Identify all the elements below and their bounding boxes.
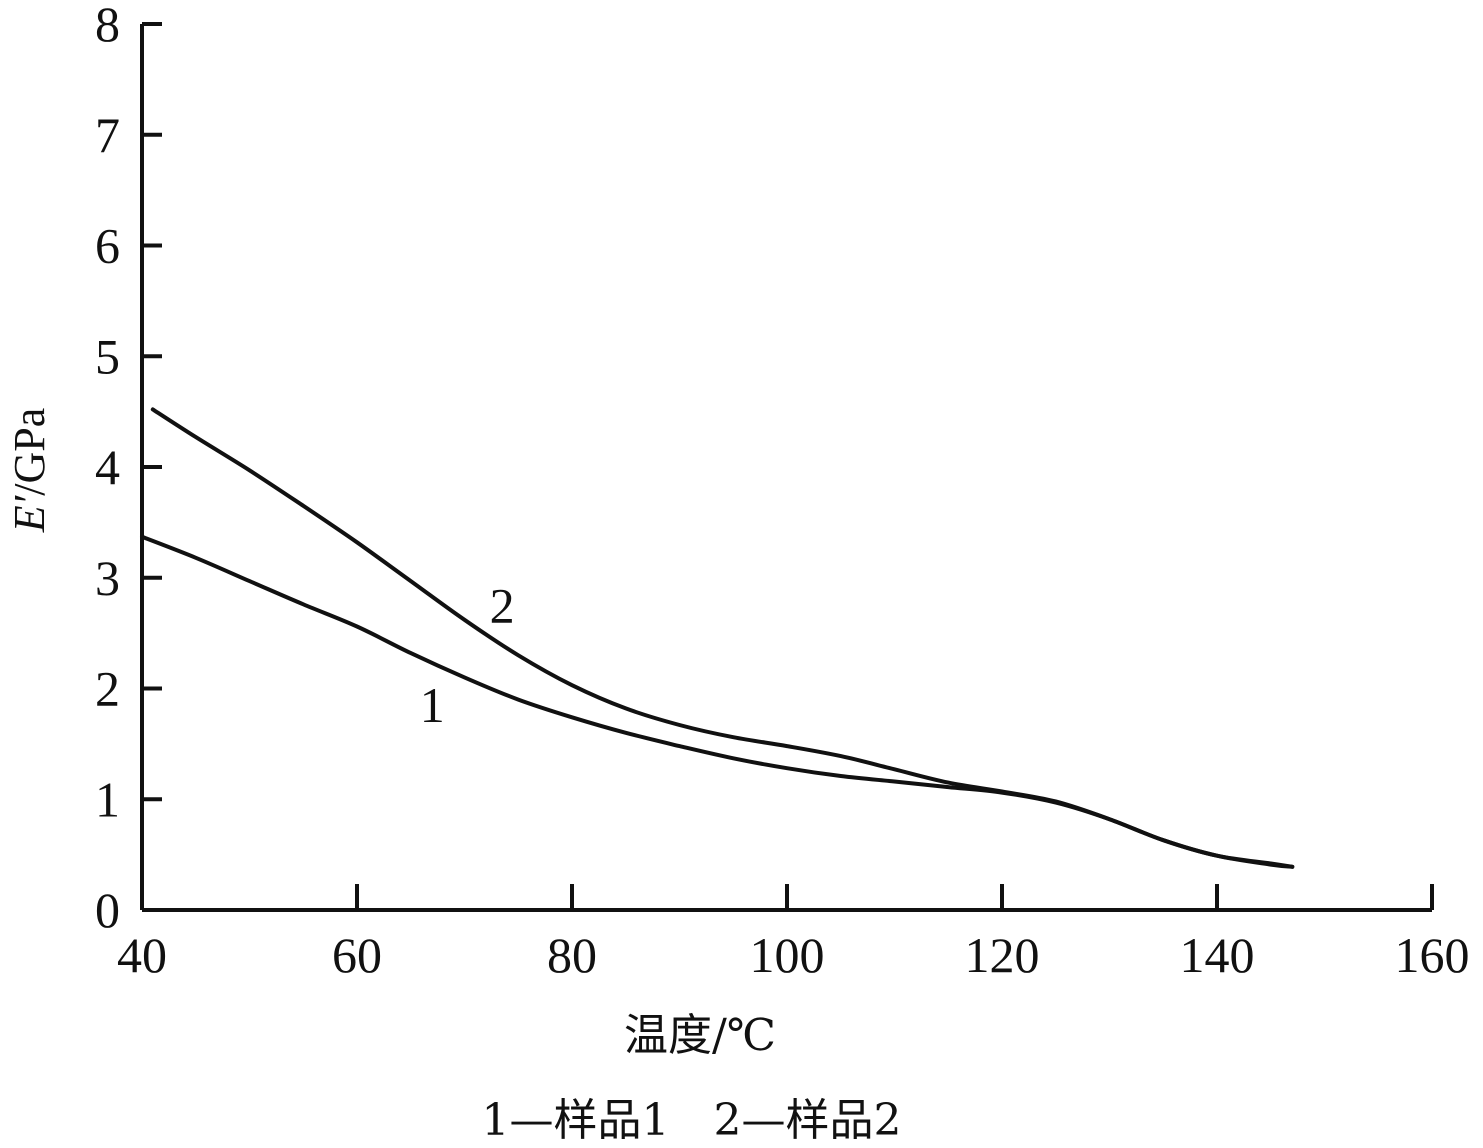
y-axis-title: E′/GPa [5,408,54,534]
x-ticks: 40 60 80 100 120 140 160 [117,884,1470,983]
x-tick-label: 120 [965,927,1040,983]
x-tick-label: 60 [332,927,382,983]
x-axis-title: 温度/℃ [624,1010,776,1061]
series-2-line [150,407,1295,869]
series-1-line [140,534,1295,869]
y-axis-title-symbol: E′ [5,494,54,533]
y-tick-label: 4 [95,439,120,495]
y-tick-label: 5 [95,328,120,384]
x-tick-label: 100 [750,927,825,983]
y-tick-label: 3 [95,550,120,606]
series-1-label: 1 [420,677,445,733]
x-axis: 40 60 80 100 120 140 160 [117,884,1470,983]
y-tick-label: 7 [95,107,120,163]
series-2-label: 2 [490,577,515,633]
y-tick-label: 6 [95,218,120,274]
y-axis: 0 1 2 3 4 5 6 7 8 [95,0,162,938]
y-tick-label: 1 [95,771,120,827]
x-tick-label: 160 [1395,927,1470,983]
x-tick-label: 40 [117,927,167,983]
y-tick-label: 8 [95,0,120,52]
x-tick-label: 80 [547,927,597,983]
legend-caption: 1—样品1 2—样品2 [481,1095,902,1146]
y-axis-title-unit: /GPa [5,408,54,496]
y-tick-label: 0 [95,882,120,938]
x-tick-label: 140 [1180,927,1255,983]
series-layer: 12 [140,407,1295,869]
y-tick-label: 2 [95,661,120,717]
y-ticks: 0 1 2 3 4 5 6 7 8 [95,0,162,938]
